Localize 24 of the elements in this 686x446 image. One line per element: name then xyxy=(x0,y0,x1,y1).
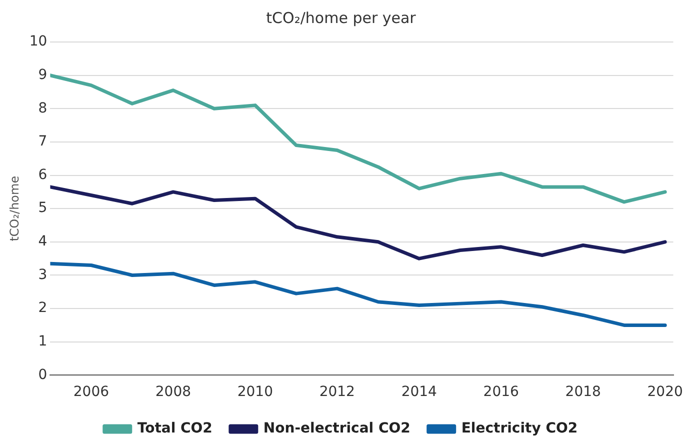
y-axis-title: tCO₂/home xyxy=(7,176,22,242)
chart-title: tCO₂/home per year xyxy=(266,8,417,27)
y-tick-label: 10 xyxy=(29,34,48,50)
x-tick-label: 2020 xyxy=(647,384,683,400)
legend-label: Electricity CO2 xyxy=(461,420,578,437)
x-tick-label: 2018 xyxy=(565,384,601,400)
legend-label: Non-electrical CO2 xyxy=(263,420,410,437)
y-tick-label: 6 xyxy=(38,166,48,183)
x-tick-label: 2012 xyxy=(319,384,355,400)
y-tick-label: 4 xyxy=(38,234,48,250)
x-tick-label: 2008 xyxy=(155,384,192,400)
x-tick-label: 2016 xyxy=(483,384,520,400)
x-tick-label: 2006 xyxy=(73,384,110,400)
y-tick-label: 7 xyxy=(38,134,48,150)
y-tick-label: 1 xyxy=(38,334,48,350)
y-tick-label: 9 xyxy=(38,66,48,83)
y-tick-label: 2 xyxy=(38,300,48,316)
y-tick-label: 3 xyxy=(38,266,48,283)
y-tick-label: 5 xyxy=(38,200,48,216)
y-tick-label: 0 xyxy=(38,366,48,383)
x-tick-label: 2014 xyxy=(401,384,438,400)
legend-label: Total CO2 xyxy=(137,420,212,437)
y-tick-label: 8 xyxy=(38,100,48,116)
x-tick-label: 2010 xyxy=(237,384,273,400)
